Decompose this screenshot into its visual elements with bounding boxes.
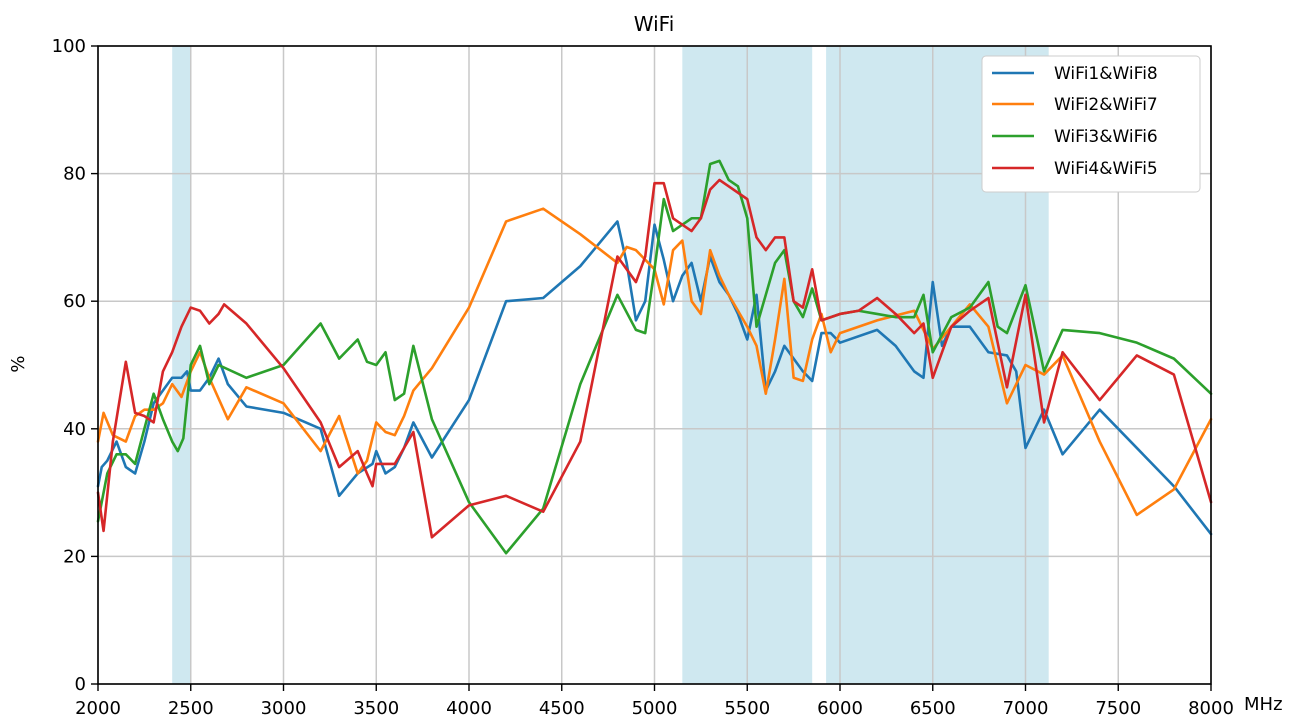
legend-label-wifi1-wifi8: WiFi1&WiFi8 — [1054, 64, 1158, 84]
y-tick-label-2: 40 — [63, 419, 86, 440]
x-tick-label-7: 5500 — [724, 698, 770, 719]
shaded-band-1 — [172, 46, 191, 684]
x-tick-label-9: 6500 — [910, 698, 956, 719]
y-tick-label-3: 60 — [63, 291, 86, 312]
legend-item-wifi2-wifi7: WiFi2&WiFi7 — [992, 95, 1158, 115]
series-line-wifi4-wifi5 — [96, 178, 1213, 539]
y-tick-label-0: 0 — [75, 674, 86, 695]
x-tick-label-12: 8000 — [1188, 698, 1234, 719]
y-axis-label: % — [8, 355, 29, 372]
ticks: 2000 2500 3000 3500 4000 4500 5000 5500 6000 6500… — [52, 36, 1234, 719]
x-tick-label-2: 3000 — [261, 698, 307, 719]
x-tick-label-3: 3500 — [353, 698, 399, 719]
legend-item-wifi4-wifi5: WiFi4&WiFi5 — [992, 159, 1158, 179]
series-line-wifi3-wifi6 — [96, 159, 1213, 555]
x-tick-label-1: 2500 — [168, 698, 214, 719]
chart-title: WiFi — [634, 12, 675, 36]
x-tick-label-5: 4500 — [539, 698, 585, 719]
series-layer — [96, 159, 1213, 555]
legend-label-wifi2-wifi7: WiFi2&WiFi7 — [1054, 95, 1158, 115]
legend-label-wifi3-wifi6: WiFi3&WiFi6 — [1054, 127, 1158, 147]
x-tick-label-11: 7500 — [1095, 698, 1141, 719]
legend-item-wifi3-wifi6: WiFi3&WiFi6 — [992, 127, 1158, 147]
y-tick-label-1: 20 — [63, 546, 86, 567]
legend-item-wifi1-wifi8: WiFi1&WiFi8 — [992, 64, 1158, 84]
legend-label-wifi4-wifi5: WiFi4&WiFi5 — [1054, 159, 1158, 179]
x-tick-label-4: 4000 — [446, 698, 492, 719]
legend: WiFi1&WiFi8 WiFi2&WiFi7 WiFi3&WiFi6 WiFi… — [981, 55, 1201, 193]
y-tick-label-5: 100 — [52, 36, 86, 57]
legend-box — [981, 55, 1201, 193]
x-tick-label-0: 2000 — [75, 698, 121, 719]
x-tick-label-8: 6000 — [817, 698, 863, 719]
x-tick-label-10: 7000 — [1003, 698, 1049, 719]
x-axis-label: MHz — [1244, 694, 1283, 715]
x-tick-label-6: 5000 — [632, 698, 678, 719]
y-tick-label-4: 80 — [63, 164, 86, 185]
